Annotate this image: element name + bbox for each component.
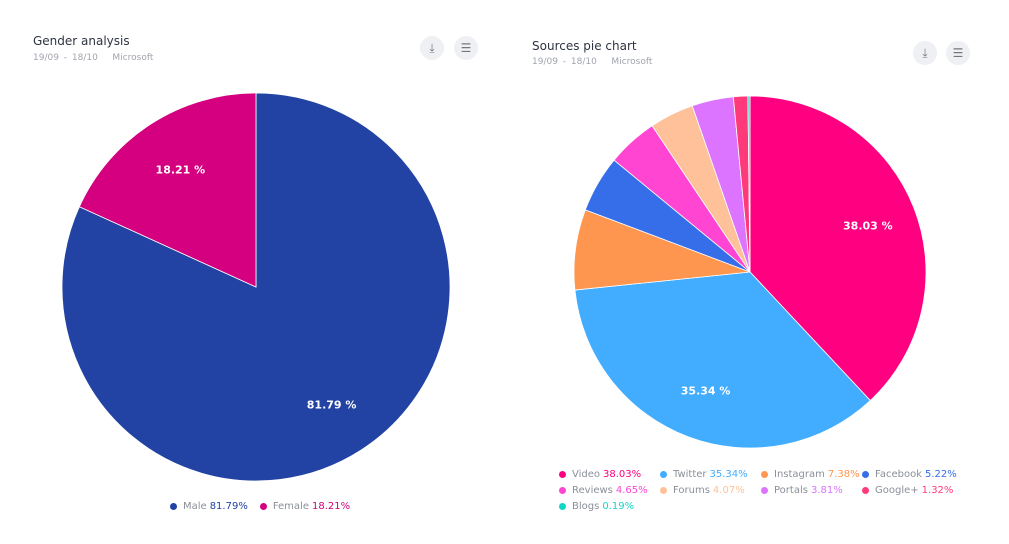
legend-label: Blogs <box>572 500 600 512</box>
slice-male[interactable] <box>61 92 451 482</box>
legend-value: 18.21% <box>312 500 351 512</box>
legend-dot <box>170 502 177 510</box>
download-button[interactable]: ⤓ <box>913 41 937 65</box>
legend-item[interactable]: Twitter 35.34% <box>660 466 761 482</box>
legend-value: 3.81% <box>810 484 843 496</box>
sources-card: Sources pie chart 19/09 - 18/10 Microsof… <box>500 0 1009 544</box>
data-label: 35.34 % <box>681 385 731 398</box>
legend-dot <box>761 470 768 478</box>
legend-value: 35.34% <box>709 468 748 480</box>
slice-blogs[interactable] <box>747 95 751 273</box>
legend: Male 81.79% Female 18.21% <box>170 498 362 514</box>
slice-twitter[interactable] <box>574 271 871 449</box>
settings-button[interactable]: ☰ <box>946 41 970 65</box>
legend-value: 4.65% <box>615 484 648 496</box>
data-label: 81.79 % <box>307 398 357 411</box>
legend-item[interactable]: Google+ 1.32% <box>862 482 963 498</box>
chart-subtitle: 19/09 - 18/10 Microsoft <box>33 53 154 63</box>
legend-dot <box>559 470 566 478</box>
data-label: 38.03 % <box>843 219 893 232</box>
legend-dot <box>559 486 566 494</box>
legend-dot <box>660 486 667 494</box>
chart-title: Sources pie chart <box>532 39 637 53</box>
legend-value: 81.79% <box>209 500 248 512</box>
legend-label: Portals <box>774 484 808 496</box>
sliders-icon: ☰ <box>952 46 964 60</box>
legend-value: 1.32% <box>921 484 954 496</box>
chart-title: Gender analysis <box>33 34 130 48</box>
sliders-icon: ☰ <box>460 41 472 55</box>
legend-label: Female <box>272 500 309 512</box>
sources-pie: 38.03 % 35.34 % <box>573 95 927 449</box>
legend-label: Forums <box>673 484 710 496</box>
legend-dot <box>660 470 667 478</box>
legend-dot <box>761 486 768 494</box>
legend-dot <box>559 502 566 510</box>
slice-video[interactable] <box>749 95 927 402</box>
legend-item[interactable]: Female 18.21% <box>259 498 351 514</box>
slice-female[interactable] <box>78 92 257 288</box>
legend-dot <box>862 470 869 478</box>
legend-item[interactable]: Portals 3.81% <box>761 482 862 498</box>
legend-label: Twitter <box>673 468 707 480</box>
data-label: 18.21 % <box>156 164 206 177</box>
legend-item[interactable]: Male 81.79% <box>170 498 248 514</box>
legend-item[interactable]: Forums 4.07% <box>660 482 761 498</box>
legend-value: 7.38% <box>827 468 860 480</box>
download-icon: ⤓ <box>922 45 928 60</box>
settings-button[interactable]: ☰ <box>454 36 478 60</box>
legend-label: Google+ <box>875 484 919 496</box>
gender-card: Gender analysis 19/09 - 18/10 Microsoft … <box>0 0 500 544</box>
chart-subtitle: 19/09 - 18/10 Microsoft <box>532 57 653 67</box>
legend-label: Reviews <box>572 484 613 496</box>
legend-label: Male <box>183 500 207 512</box>
legend-value: 5.22% <box>925 468 957 480</box>
download-button[interactable]: ⤓ <box>420 36 444 60</box>
legend-dot <box>259 502 267 510</box>
legend-label: Video <box>572 468 601 480</box>
legend-label: Facebook <box>875 468 922 480</box>
legend-value: 0.19% <box>602 500 635 512</box>
legend-item[interactable]: Instagram 7.38% <box>761 466 862 482</box>
download-icon: ⤓ <box>429 40 435 55</box>
legend-label: Instagram <box>774 468 825 480</box>
legend-dot <box>862 486 869 494</box>
legend-item[interactable]: Facebook 5.22% <box>862 466 963 482</box>
legend-value: 38.03% <box>603 468 642 480</box>
legend-item[interactable]: Reviews 4.65% <box>559 482 660 498</box>
legend-item[interactable]: Video 38.03% <box>559 466 660 482</box>
legend: Video 38.03% Twitter 35.34% Instagram 7.38% Fa… <box>559 466 979 514</box>
legend-item[interactable]: Blogs 0.19% <box>559 498 660 514</box>
gender-pie: 81.79 % 18.21 % <box>61 92 451 482</box>
legend-value: 4.07% <box>712 484 745 496</box>
